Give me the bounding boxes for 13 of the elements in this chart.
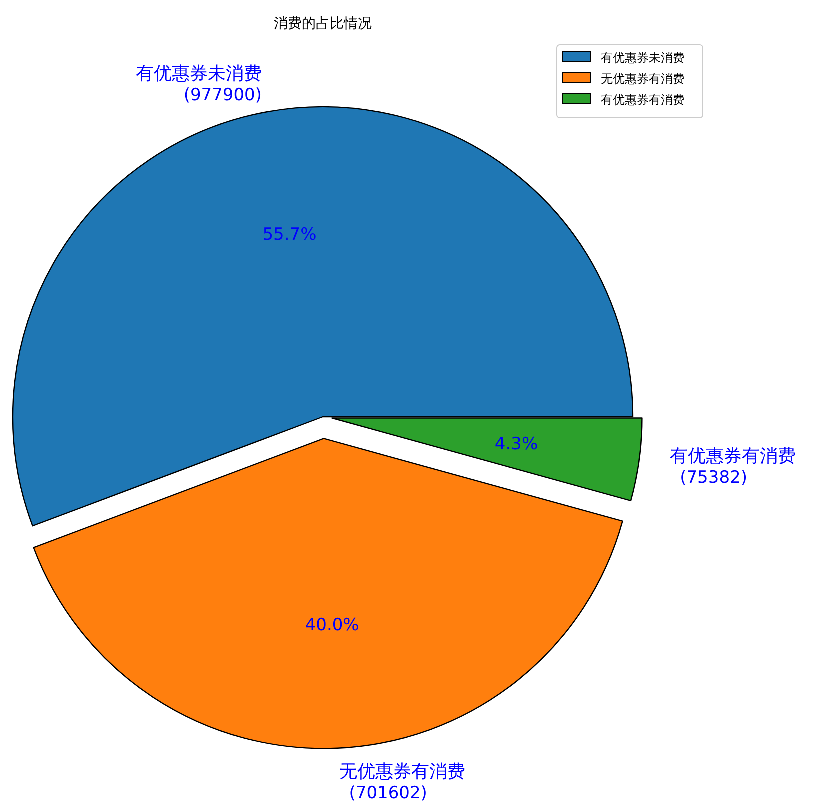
slice-label: 无优惠券有消费 xyxy=(339,761,466,782)
text: 40.0% xyxy=(305,615,360,636)
legend-label: 无优惠券有消费 xyxy=(601,72,685,86)
data-label: (701602) xyxy=(349,783,428,804)
text: 4.3% xyxy=(494,434,538,454)
slice-label: 有优惠券未消费 xyxy=(136,64,262,84)
text: 55.7% xyxy=(262,225,317,245)
legend-label: 有优惠券有消费 xyxy=(601,93,685,107)
slice-label: 有优惠券有消费 xyxy=(670,446,796,468)
data-label: (75382) xyxy=(680,468,748,488)
data-label: (977900) xyxy=(184,86,262,106)
legend-label: 有优惠券未消费 xyxy=(601,51,685,65)
chart-title: 消费的占比情况 xyxy=(274,16,372,32)
